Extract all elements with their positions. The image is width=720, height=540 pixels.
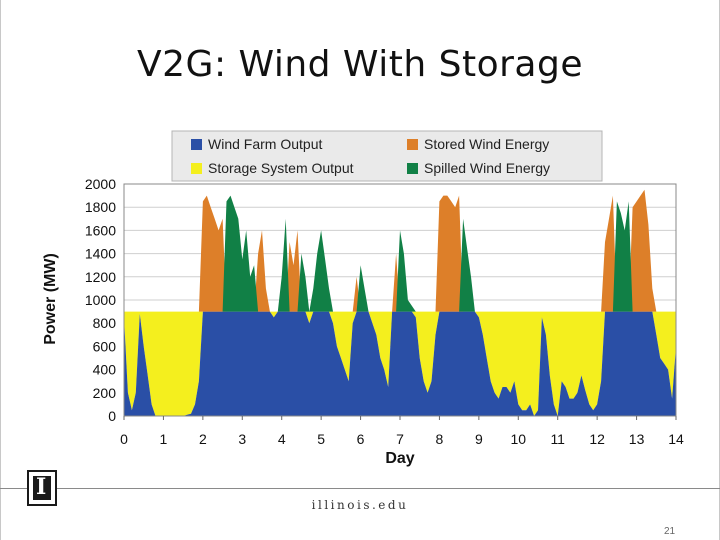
legend-swatch-spilled (407, 163, 418, 174)
legend-label-storage-output: Storage System Output (208, 160, 354, 176)
university-logo: I (27, 470, 57, 506)
x-tick-label: 2 (199, 431, 207, 447)
legend-label-spilled: Spilled Wind Energy (424, 160, 550, 176)
legend: Wind Farm Output Stored Wind Energy Stor… (191, 136, 550, 176)
wind-storage-chart: Wind Farm Output Stored Wind Energy Stor… (42, 130, 684, 467)
y-tick-label: 1200 (85, 269, 116, 285)
x-tick-label: 7 (396, 431, 404, 447)
data-areas (124, 189, 676, 416)
y-axis-label: Power (MW) (42, 253, 59, 345)
legend-label-wind: Wind Farm Output (208, 136, 322, 152)
footer-divider (0, 488, 720, 489)
slide-title: V2G: Wind With Storage (137, 44, 583, 85)
slide-border-left (0, 0, 1, 540)
x-tick-label: 14 (668, 431, 684, 447)
x-tick-label: 3 (238, 431, 246, 447)
y-tick-label: 800 (93, 315, 117, 331)
x-tick-label: 4 (278, 431, 286, 447)
y-tick-label: 1000 (85, 292, 116, 308)
y-tick-label: 2000 (85, 176, 116, 192)
y-tick-label: 0 (108, 408, 116, 424)
x-tick-label: 12 (589, 431, 605, 447)
x-tick-label: 6 (357, 431, 365, 447)
x-tick-label: 13 (629, 431, 645, 447)
x-tick-label: 1 (160, 431, 168, 447)
y-tick-label: 1600 (85, 222, 116, 238)
y-tick-label: 400 (93, 362, 117, 378)
footer-domain: illinois.edu (311, 498, 409, 512)
x-tick-label: 0 (120, 431, 128, 447)
legend-box (171, 130, 603, 182)
area-stored-energy (124, 189, 676, 312)
x-tick-label: 5 (317, 431, 325, 447)
logo-letter: I (36, 474, 47, 500)
x-tick-label: 8 (436, 431, 444, 447)
y-tick-label: 1400 (85, 246, 116, 262)
area-spilled-energy (124, 195, 676, 312)
area-wind-output (124, 311, 676, 416)
x-tick-label: 9 (475, 431, 483, 447)
x-tick-label: 10 (510, 431, 526, 447)
x-tick-label: 11 (550, 431, 565, 447)
y-tick-label: 1800 (85, 199, 116, 215)
area-storage-output (124, 311, 676, 416)
y-tick-label: 200 (93, 385, 117, 401)
x-axis-label: Day (385, 450, 414, 467)
legend-swatch-wind (191, 139, 202, 150)
legend-swatch-storage-output (191, 163, 202, 174)
y-tick-label: 600 (93, 338, 117, 354)
legend-label-stored: Stored Wind Energy (424, 136, 549, 152)
page-number: 21 (664, 526, 676, 537)
legend-swatch-stored (407, 139, 418, 150)
